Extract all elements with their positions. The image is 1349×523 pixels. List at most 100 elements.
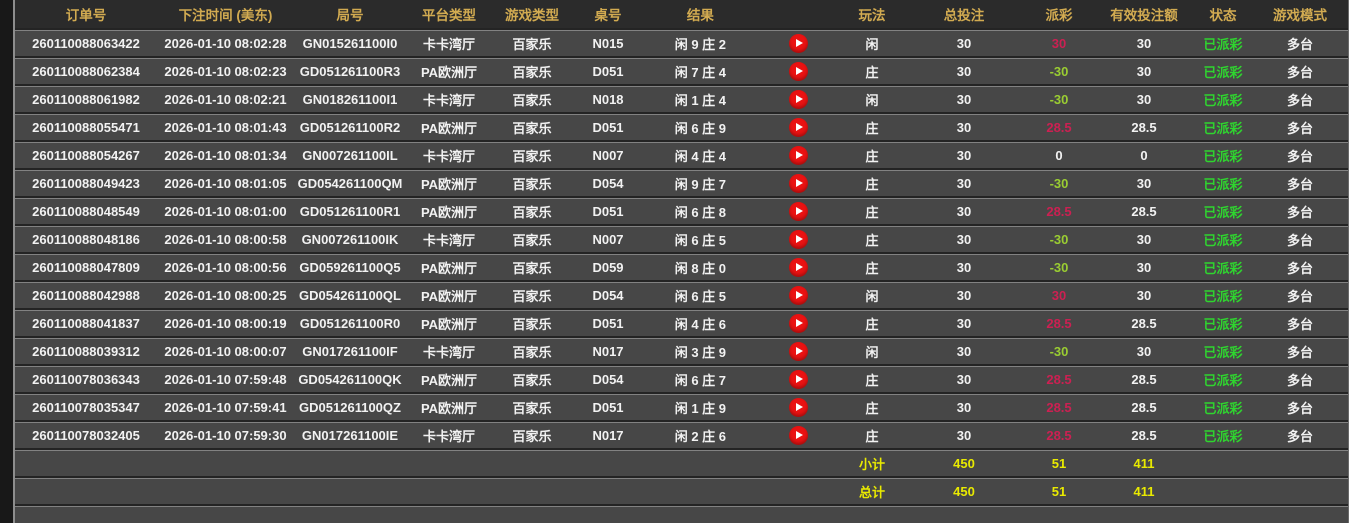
cell-time: 2026-01-10 08:01:43: [164, 120, 287, 135]
cell-order: 260110088042988: [32, 288, 140, 303]
play-icon[interactable]: [788, 230, 808, 249]
cell-game_type: 百家乐: [512, 93, 552, 108]
cell-game_type: 百家乐: [512, 121, 552, 136]
grand-total-row: 总计 450 51 411: [15, 478, 1348, 506]
table-row: 260110078035347 2026-01-10 07:59:41 GD0512…: [15, 394, 1348, 422]
table-row: 260110088063422 2026-01-10 08:02:28 GN0152…: [15, 30, 1348, 58]
result-cell-wrap: 闲 9 庄 7: [644, 174, 840, 193]
cell-order: 260110088039312: [32, 344, 140, 359]
cell-valid_bet: 30: [1136, 232, 1152, 247]
cell-game_type: 百家乐: [512, 149, 552, 164]
table-row: 260110088048186 2026-01-10 08:00:58 GN0072…: [15, 226, 1348, 254]
cell-time: 2026-01-10 08:02:21: [164, 92, 287, 107]
cell-total_bet: 30: [956, 344, 972, 359]
cell-payout: 28.5: [1046, 372, 1072, 387]
cell-platform: PA欧洲厅: [420, 65, 478, 80]
cell-result: 闲 3 庄 9: [644, 342, 840, 361]
cell-platform: PA欧洲厅: [420, 289, 478, 304]
play-icon[interactable]: [788, 34, 808, 53]
cell-payout: 30: [1051, 36, 1067, 51]
cell-valid_bet: 0: [1140, 148, 1148, 163]
cell-valid_bet: 28.5: [1131, 400, 1157, 415]
result-icon-slot: [757, 342, 840, 361]
cell-payout: 51: [1051, 456, 1067, 471]
cell-table_no: N015: [592, 36, 624, 51]
cell-result: 闲 9 庄 7: [644, 174, 840, 193]
cell-round: GN007261100IK: [301, 232, 399, 247]
play-icon[interactable]: [788, 146, 808, 165]
cell-table_no: D051: [592, 316, 624, 331]
result-score: 闲 6 庄 5: [674, 233, 726, 248]
cell-status: 已派彩: [1203, 205, 1243, 220]
cell-table_no: N007: [592, 232, 624, 247]
cell-platform: PA欧洲厅: [420, 177, 478, 192]
cell-platform: PA欧洲厅: [420, 317, 478, 332]
cell-result: 闲 6 庄 9: [644, 118, 840, 137]
result-cell-wrap: 闲 1 庄 4: [644, 90, 840, 109]
cell-round: GD051261100R1: [299, 204, 401, 219]
cell-mode: 多台: [1286, 373, 1313, 388]
cell-time: 2026-01-10 08:00:19: [164, 316, 287, 331]
cell-game_type: 百家乐: [512, 317, 552, 332]
cell-game_type: 百家乐: [512, 177, 552, 192]
cell-payout: 28.5: [1046, 120, 1072, 135]
result-score: 闲 6 庄 5: [674, 289, 726, 304]
cell-platform: 卡卡湾厅: [422, 429, 475, 444]
table-row: 260110088062384 2026-01-10 08:02:23 GD0512…: [15, 58, 1348, 86]
cell-round: GN007261100IL: [302, 148, 398, 163]
cell-result: 闲 4 庄 6: [644, 314, 840, 333]
subtotal-row: 小计 450 51 411: [15, 450, 1348, 478]
cell-order: 260110088055471: [32, 120, 140, 135]
play-icon[interactable]: [788, 314, 808, 333]
play-icon[interactable]: [788, 342, 808, 361]
cell-round: GD059261100Q5: [299, 260, 401, 275]
cell-play_type: 庄: [865, 373, 879, 388]
cell-valid_bet: 28.5: [1131, 204, 1157, 219]
cell-table_no: D054: [592, 176, 624, 191]
play-icon[interactable]: [788, 370, 808, 389]
result-score: 闲 6 庄 9: [674, 121, 726, 136]
cell-valid_bet: 28.5: [1131, 120, 1157, 135]
result-score: 闲 1 庄 4: [674, 93, 726, 108]
cell-valid_bet: 30: [1136, 64, 1152, 79]
table-row: 260110088048549 2026-01-10 08:01:00 GD0512…: [15, 198, 1348, 226]
cell-total_bet: 30: [956, 316, 972, 331]
result-icon-slot: [757, 258, 840, 277]
result-cell-wrap: 闲 3 庄 9: [644, 342, 840, 361]
play-icon[interactable]: [788, 398, 808, 417]
play-icon[interactable]: [788, 258, 808, 277]
cell-mode: 多台: [1286, 401, 1313, 416]
result-score: 闲 6 庄 8: [674, 205, 726, 220]
cell-mode: 多台: [1286, 205, 1313, 220]
play-icon[interactable]: [788, 174, 808, 193]
cell-mode: 多台: [1286, 233, 1313, 248]
cell-mode: 多台: [1286, 149, 1313, 164]
cell-total_bet: 450: [953, 456, 975, 471]
column-header-game_type: 游戏类型: [505, 8, 559, 23]
cell-total_bet: 30: [956, 120, 972, 135]
cell-platform: 卡卡湾厅: [422, 345, 475, 360]
column-header-result: 结果: [644, 4, 840, 24]
play-icon[interactable]: [788, 286, 808, 305]
table-row: 260110088047809 2026-01-10 08:00:56 GD0592…: [15, 254, 1348, 282]
cell-payout: 28.5: [1046, 428, 1072, 443]
play-icon[interactable]: [788, 426, 808, 445]
cell-payout: -30: [1049, 344, 1069, 359]
cell-table_no: D054: [592, 288, 624, 303]
result-icon-slot: [757, 174, 840, 193]
table-row: 260110078032405 2026-01-10 07:59:30 GN0172…: [15, 422, 1348, 450]
cell-total_bet: 30: [956, 372, 972, 387]
cell-status: 已派彩: [1203, 233, 1243, 248]
play-icon[interactable]: [788, 118, 808, 137]
cell-order: 260110088049423: [32, 176, 140, 191]
result-score: 闲 4 庄 6: [674, 317, 726, 332]
cell-time: 2026-01-10 08:01:00: [164, 204, 287, 219]
play-icon[interactable]: [788, 202, 808, 221]
cell-platform: PA欧洲厅: [420, 205, 478, 220]
column-header-payout: 派彩: [1045, 8, 1073, 23]
cell-total_bet: 30: [956, 64, 972, 79]
bet-history-table: 订单号 下注时间 (美东) 局号 平台类型 游戏类型 桌号 结果 玩法 总投注 派彩 有效投注额 状态…: [13, 0, 1349, 523]
result-cell-wrap: 闲 6 庄 8: [644, 202, 840, 221]
play-icon[interactable]: [788, 90, 808, 109]
play-icon[interactable]: [788, 62, 808, 81]
